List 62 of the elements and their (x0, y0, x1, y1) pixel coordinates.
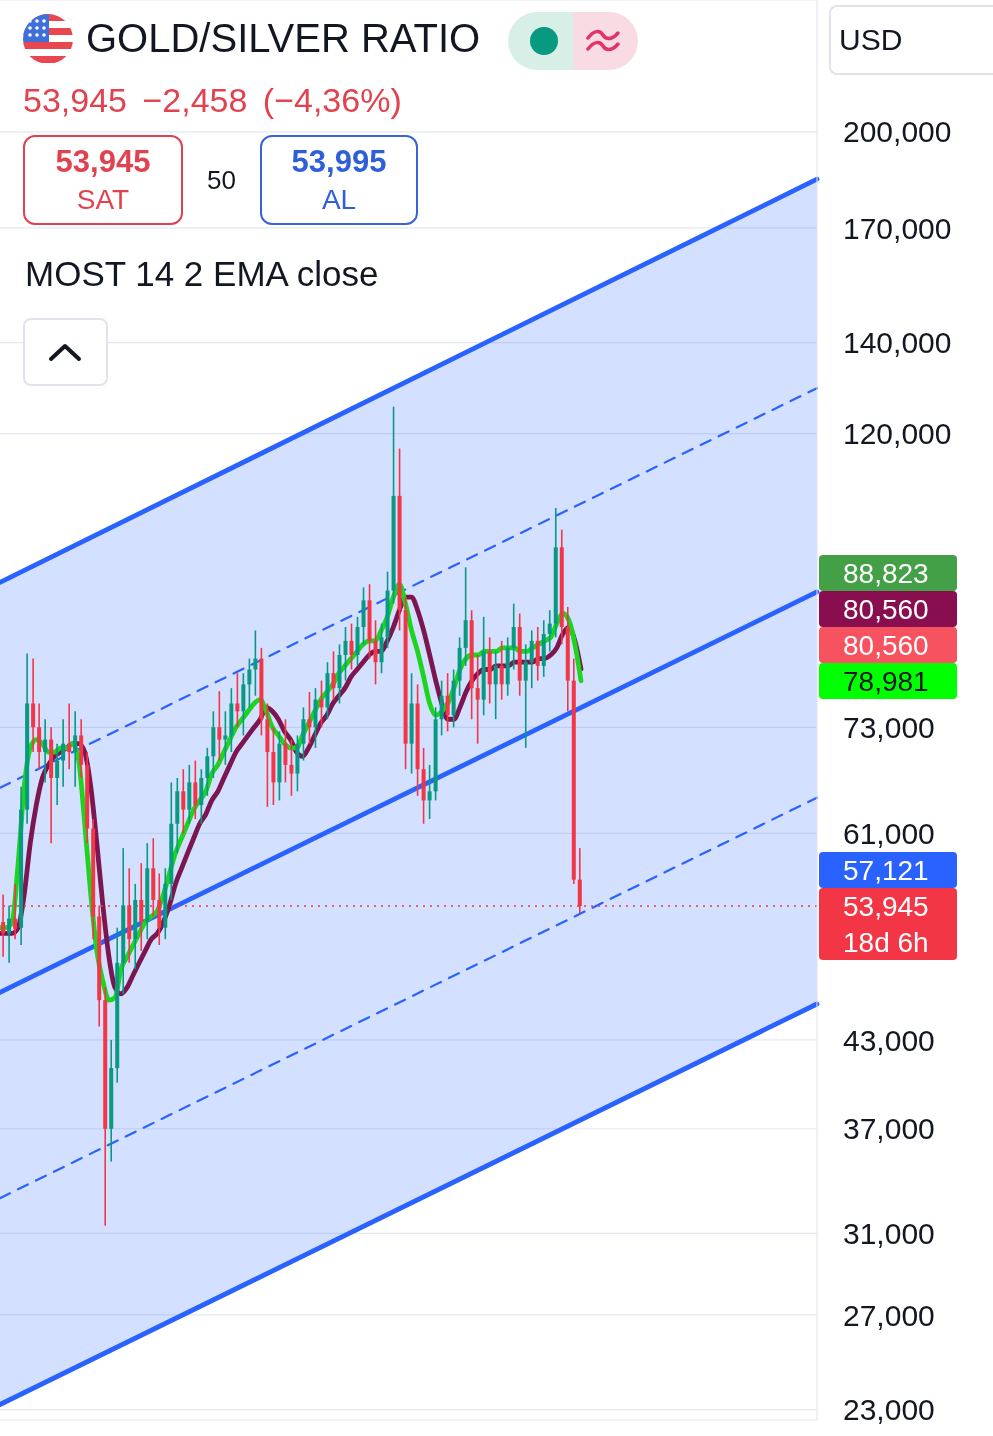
annotation: AL (321, 184, 357, 215)
buy-button: 53,995 AL (260, 135, 418, 225)
candlestick (253, 629, 258, 697)
candlestick (475, 654, 480, 745)
candlestick (307, 691, 312, 745)
y-tick-label: 27,000 (843, 1298, 935, 1332)
y-tick-label: 140,000 (843, 326, 952, 360)
candlestick (511, 602, 516, 671)
candlestick (247, 657, 252, 709)
annotation: MOST 14 2 EMA close (25, 254, 379, 293)
candlestick (31, 657, 36, 753)
chart-title: GOLD/SILVER RATIO (86, 16, 481, 60)
candlestick (223, 710, 228, 766)
candlestick (43, 718, 48, 784)
price-tag: 80,560 (819, 627, 957, 663)
candlestick (55, 742, 60, 806)
y-tick-label: 31,000 (843, 1216, 935, 1250)
y-tick-label: 43,000 (843, 1023, 935, 1057)
candlestick (373, 619, 378, 686)
y-tick-label: 120,000 (843, 417, 952, 451)
candlestick (523, 643, 528, 749)
candlestick (217, 690, 222, 762)
candlestick (67, 702, 72, 770)
price-tag: 53,945 18d 6h (819, 888, 957, 960)
price-tag: 88,823 (819, 555, 957, 591)
candlestick (193, 759, 198, 820)
price-tag: 57,121 (819, 852, 957, 888)
y-tick-label: 73,000 (843, 710, 935, 744)
candlestick (73, 710, 78, 788)
candlestick (343, 626, 348, 682)
y-tick-label: 200,000 (843, 115, 952, 149)
candlestick (235, 672, 240, 729)
candlestick (529, 629, 534, 689)
ref-line-label: 53,945 (843, 890, 929, 922)
annotation: 50 (207, 165, 236, 195)
candlestick (319, 679, 324, 729)
text: 53,945 −2,458 (−4,36%) (23, 81, 402, 119)
price-tag: 78,981 (819, 663, 957, 699)
sell-button: 53,945 SAT (23, 135, 183, 225)
candlestick (331, 650, 336, 701)
candlestick (349, 622, 354, 671)
annotation: SAT (76, 184, 130, 215)
currency-button: USD (829, 5, 993, 75)
annotation: 53,945 (55, 144, 151, 179)
candlestick (181, 768, 186, 835)
price-tag: 80,560 (819, 591, 957, 627)
candlestick (547, 609, 552, 653)
candlestick (283, 718, 288, 784)
candlestick (493, 650, 498, 721)
candlestick (499, 640, 504, 701)
candlestick (427, 764, 432, 820)
candlestick (289, 738, 294, 797)
y-tick-label: 170,000 (843, 211, 952, 245)
y-tick-label: 37,000 (843, 1112, 935, 1146)
candlestick (439, 679, 444, 737)
candlestick (7, 904, 12, 964)
candlestick (445, 672, 450, 733)
candlestick (205, 747, 210, 797)
annotation: 53,995 (291, 144, 387, 179)
y-tick-label: 23,000 (843, 1393, 935, 1427)
y-tick-label: 61,000 (843, 817, 935, 851)
candlestick (61, 718, 66, 788)
